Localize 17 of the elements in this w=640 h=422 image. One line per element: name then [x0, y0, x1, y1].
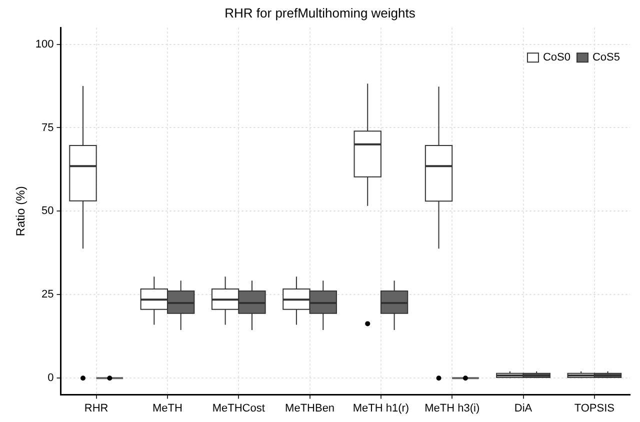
x-tick-label: MeTH h3(i): [424, 402, 480, 414]
x-tick-label: TOPSIS: [574, 402, 614, 414]
x-tick-label: RHR: [84, 402, 108, 414]
x-tick-label: DiA: [514, 402, 533, 414]
y-tick-label: 50: [42, 205, 54, 218]
y-tick-label: 100: [35, 38, 54, 50]
y-axis-title: Ratio (%): [14, 186, 28, 236]
y-tick-label: 0: [48, 372, 54, 384]
x-tick-label: MeTHBen: [285, 402, 335, 414]
chart-title: RHR for prefMultihoming weights: [224, 5, 416, 20]
y-tick-label: 25: [42, 288, 54, 301]
y-tick-label: 75: [42, 122, 54, 134]
x-tick-label: MeTH h1(r): [352, 402, 410, 414]
x-tick-label: MeTHCost: [212, 402, 265, 414]
legend-label: CoS5: [592, 52, 620, 64]
x-tick-label: MeTH: [152, 402, 183, 414]
legend-label: CoS0: [542, 52, 570, 64]
